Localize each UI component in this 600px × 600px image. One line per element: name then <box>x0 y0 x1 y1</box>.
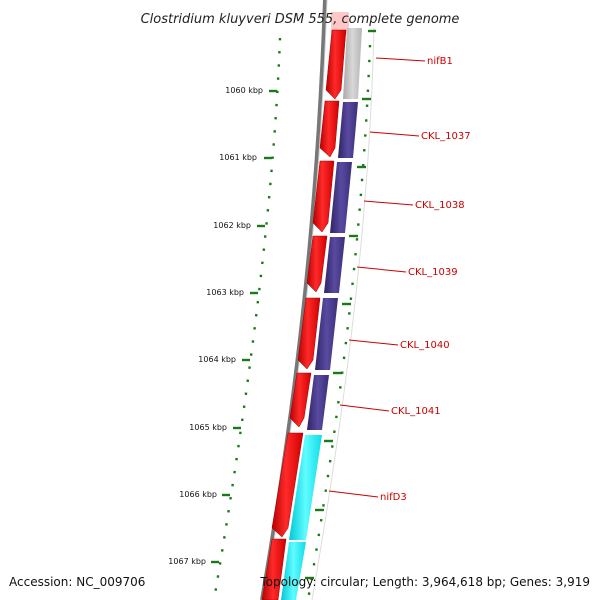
ruler-label: 1066 kbp <box>179 490 217 499</box>
track-CKL_1037[interactable] <box>338 102 358 158</box>
gene-labels: nifB1 CKL_1037 CKL_1038 CKL_1039 CKL_104… <box>380 56 471 503</box>
highlight-band <box>331 12 349 34</box>
leader-CKL_1037 <box>369 131 420 137</box>
ruler-label: 1067 kbp <box>168 557 206 566</box>
track-CKL_1039[interactable] <box>324 237 345 293</box>
ruler-labels: 1060 kbp 1061 kbp 1062 kbp 1063 kbp 1064… <box>168 86 263 566</box>
track-CKL_1041[interactable] <box>307 375 329 430</box>
leader-CKL_1040 <box>348 339 399 346</box>
gene-arrow-nifD3[interactable] <box>271 432 304 538</box>
ruler-label: 1064 kbp <box>198 355 236 364</box>
gene-arrow-nifB1[interactable] <box>325 29 347 100</box>
scale-outer-dots <box>306 44 372 600</box>
gene-label[interactable]: nifB1 <box>427 56 453 67</box>
gene-label[interactable]: CKL_1037 <box>421 131 471 142</box>
ruler-inner-dots <box>212 37 282 600</box>
gene-arrow-CKL_1038[interactable] <box>312 160 335 233</box>
gene-label[interactable]: CKL_1039 <box>408 267 458 278</box>
track-CKL_1038[interactable] <box>330 162 352 233</box>
ruler-ticks <box>211 89 277 564</box>
scale-ticks <box>305 29 376 580</box>
feature-track <box>281 28 362 600</box>
ruler-label: 1063 kbp <box>206 288 244 297</box>
outer-arc <box>311 27 375 600</box>
gene-arrow-CKL_1040[interactable] <box>297 297 321 370</box>
gene-arrow-CKL_1041[interactable] <box>289 372 312 428</box>
track-nifB1[interactable] <box>343 28 362 99</box>
track-next[interactable] <box>281 542 306 600</box>
leader-nifD3 <box>328 490 379 498</box>
accession-text: Accession: NC_009706 <box>9 575 145 589</box>
gene-arrow-CKL_1037[interactable] <box>319 100 340 158</box>
leader-nifB1 <box>375 57 426 62</box>
gene-label[interactable]: CKL_1040 <box>400 340 450 351</box>
gene-label[interactable]: nifD3 <box>380 492 407 503</box>
gene-leaders <box>328 57 426 498</box>
gene-label[interactable]: CKL_1041 <box>391 406 441 417</box>
ruler-label: 1060 kbp <box>225 86 263 95</box>
ruler-label: 1061 kbp <box>219 153 257 162</box>
ruler-label: 1062 kbp <box>213 221 251 230</box>
gene-label[interactable]: CKL_1038 <box>415 200 465 211</box>
ruler-label: 1065 kbp <box>189 423 227 432</box>
topology-text: Topology: circular; Length: 3,964,618 bp… <box>259 575 590 589</box>
leader-CKL_1041 <box>339 404 390 412</box>
strand-arrows <box>261 29 347 600</box>
gene-arrow-CKL_1039[interactable] <box>306 235 328 293</box>
track-CKL_1040[interactable] <box>315 298 338 370</box>
map-title: Clostridium kluyveri DSM 555, complete g… <box>141 12 460 27</box>
leader-CKL_1039 <box>356 266 407 273</box>
track-nifD3[interactable] <box>289 435 322 540</box>
gene-arrow-next[interactable] <box>261 538 287 600</box>
leader-CKL_1038 <box>363 200 414 206</box>
